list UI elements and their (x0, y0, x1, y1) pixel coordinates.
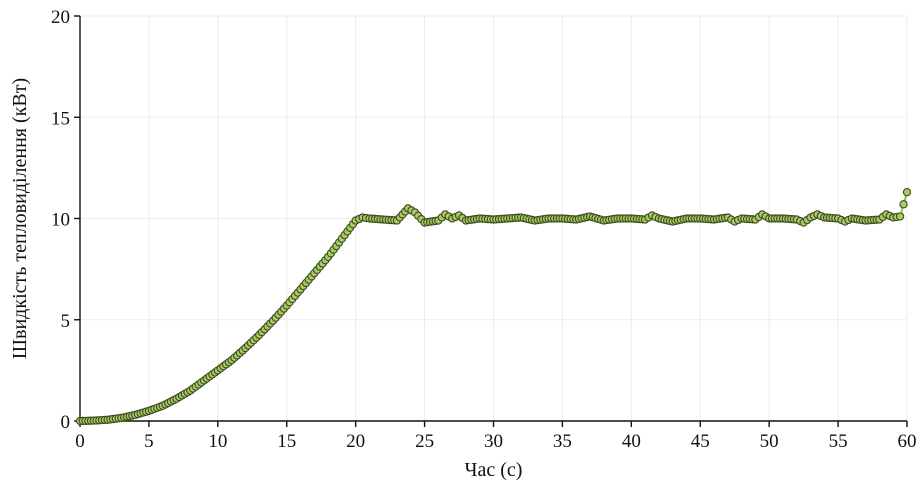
y-tick-label: 15 (51, 108, 70, 129)
y-tick-label: 10 (51, 210, 70, 231)
x-tick-label: 15 (277, 431, 296, 452)
data-point (895, 212, 905, 221)
x-axis-title: Час (с) (465, 459, 523, 481)
x-tick-label: 25 (415, 431, 434, 452)
x-tick-label: 30 (484, 431, 503, 452)
x-tick-label: 0 (75, 431, 85, 452)
data-point (899, 200, 908, 209)
x-tick-label: 40 (622, 431, 641, 452)
x-tick-label: 55 (829, 431, 848, 452)
x-tick-label: 10 (208, 431, 227, 452)
x-tick-label: 20 (346, 431, 365, 452)
x-tick-label: 50 (760, 431, 779, 452)
x-tick-label: 45 (691, 431, 710, 452)
x-tick-label: 5 (144, 431, 154, 452)
data-point (902, 188, 912, 197)
x-tick-label: 60 (898, 431, 917, 452)
x-tick-label: 35 (553, 431, 572, 452)
y-tick-label: 5 (61, 311, 71, 332)
x-ticks: 0 5 10 15 20 25 30 35 40 45 50 55 60 (75, 421, 917, 452)
series (75, 188, 912, 426)
y-axis-title: Швидкість тепловиділення (кВт) (9, 78, 31, 359)
y-tick-label: 0 (61, 412, 71, 433)
y-tick-label: 20 (51, 7, 70, 28)
y-ticks: 0 5 10 15 20 (51, 7, 80, 433)
